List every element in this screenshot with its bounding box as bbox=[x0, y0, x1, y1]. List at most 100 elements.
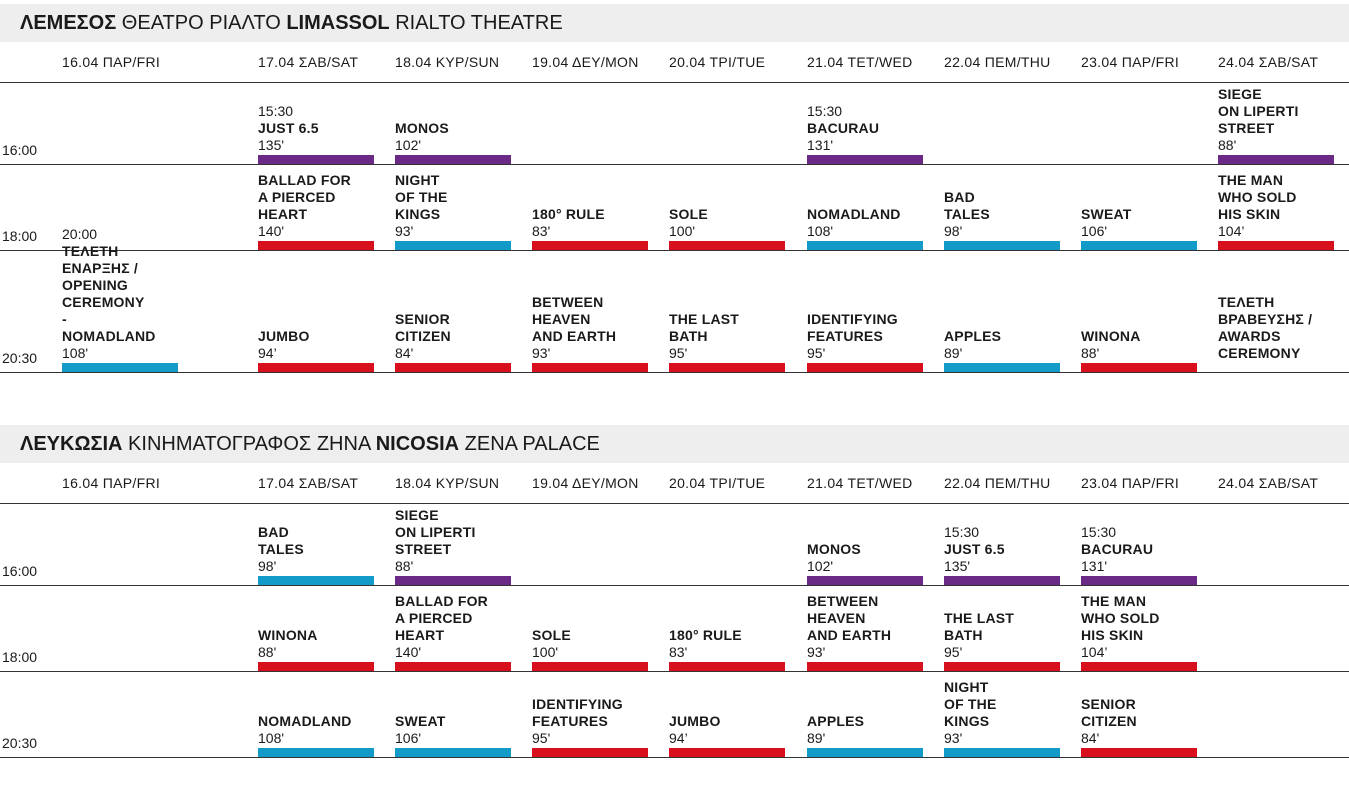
screening-cell: 15:30 BACURAU 131' bbox=[807, 103, 923, 164]
screening-cell: THE LAST BATH 95' bbox=[669, 311, 785, 372]
category-color-bar bbox=[258, 576, 374, 585]
film-title: APPLES bbox=[944, 328, 1002, 344]
category-color-bar bbox=[395, 748, 511, 757]
film-duration: 135' bbox=[944, 558, 971, 574]
film-title: SENIOR CITIZEN bbox=[1081, 696, 1137, 729]
category-color-bar bbox=[944, 662, 1060, 671]
screening-cell: BALLAD FOR A PIERCED HEART 140' bbox=[258, 172, 374, 250]
screening-cell: THE MAN WHO SOLD HIS SKIN 104’ bbox=[1218, 172, 1334, 250]
screening-cell: BAD TALES 98' bbox=[258, 524, 374, 585]
film-duration: 93' bbox=[807, 644, 826, 660]
time-slot-row: 18:00 BALLAD FOR A PIERCED HEART 140' NIGHT… bbox=[0, 165, 1349, 251]
category-color-bar bbox=[669, 748, 785, 757]
screening-start-time: 15:30 bbox=[807, 103, 843, 119]
time-slot-label: 20:30 bbox=[2, 735, 38, 751]
date-header-row: 16.04 ΠΑΡ/FRI 17.04 ΣΑΒ/SAT 18.04 ΚΥΡ/SUN 1… bbox=[0, 463, 1349, 504]
date-header: 21.04 ΤΕΤ/WED bbox=[807, 54, 913, 70]
film-title: THE LAST BATH bbox=[944, 610, 1015, 643]
time-slot-row: 16:00 BAD TALES 98' SIEGE ON LIPERTI STREET… bbox=[0, 504, 1349, 586]
film-title: SOLE bbox=[669, 206, 708, 222]
film-title: SWEAT bbox=[395, 713, 446, 729]
film-title: ΤΕΛΕΤΗ ΒΡΑΒΕΥΣΗΣ / AWARDS CEREMONY bbox=[1218, 294, 1313, 361]
film-title: THE LAST BATH bbox=[669, 311, 740, 344]
date-header: 24.04 ΣΑΒ/SAT bbox=[1218, 475, 1319, 491]
film-title: THE MAN WHO SOLD HIS SKIN bbox=[1081, 593, 1160, 643]
screening-cell: NOMADLAND 108' bbox=[258, 713, 374, 757]
schedule-section-limassol: ΛΕΜΕΣΟΣ ΘΕΑΤΡΟ ΡΙΑΛΤΟ LIMASSOL RIALTO TH… bbox=[0, 4, 1349, 384]
city-name-english: NICOSIA bbox=[375, 433, 460, 455]
film-duration: 84' bbox=[1081, 730, 1100, 746]
screening-cell: SOLE 100' bbox=[669, 206, 785, 250]
category-color-bar bbox=[532, 662, 648, 671]
film-duration: 140' bbox=[258, 223, 285, 239]
screening-cell: SIEGE ON LIPERTI STREET 88' bbox=[1218, 86, 1334, 164]
screening-start-time: 20:00 bbox=[62, 226, 98, 242]
film-duration: 108' bbox=[807, 223, 834, 239]
category-color-bar bbox=[395, 576, 511, 585]
film-duration: 94’ bbox=[258, 345, 277, 361]
category-color-bar bbox=[258, 155, 374, 164]
film-title: BALLAD FOR A PIERCED HEART bbox=[258, 172, 351, 222]
category-color-bar bbox=[395, 662, 511, 671]
screening-cell: WINONA 88' bbox=[258, 627, 374, 671]
screening-cell: JUMBO 94’ bbox=[669, 713, 785, 757]
category-color-bar bbox=[258, 748, 374, 757]
film-title: BAD TALES bbox=[944, 189, 990, 222]
screening-cell: 15:30 BACURAU 131' bbox=[1081, 524, 1197, 585]
film-duration: 95' bbox=[532, 730, 551, 746]
category-color-bar bbox=[532, 241, 648, 250]
film-title: 180° RULE bbox=[669, 627, 742, 643]
film-duration: 131' bbox=[807, 137, 834, 153]
screening-cell: NIGHT OF THE KINGS 93' bbox=[944, 679, 1060, 757]
film-duration: 100' bbox=[532, 644, 559, 660]
film-duration: 104’ bbox=[1218, 223, 1245, 239]
film-duration: 93' bbox=[532, 345, 551, 361]
category-color-bar bbox=[395, 241, 511, 250]
date-header: 23.04 ΠΑΡ/FRI bbox=[1081, 475, 1180, 491]
category-color-bar bbox=[1081, 241, 1197, 250]
time-slot-row: 20:30 NOMADLAND 108' SWEAT 106' IDENTIFYING F… bbox=[0, 672, 1349, 758]
screening-cell: APPLES 89' bbox=[807, 713, 923, 757]
film-title: IDENTIFYING FEATURES bbox=[807, 311, 898, 344]
screening-cell: WINONA 88' bbox=[1081, 328, 1197, 372]
film-title: APPLES bbox=[807, 713, 865, 729]
date-header: 23.04 ΠΑΡ/FRI bbox=[1081, 54, 1180, 70]
film-duration: 98' bbox=[258, 558, 277, 574]
film-title: NOMADLAND bbox=[807, 206, 901, 222]
screening-cell: THE MAN WHO SOLD HIS SKIN 104’ bbox=[1081, 593, 1197, 671]
film-title: 180° RULE bbox=[532, 206, 605, 222]
date-header: 18.04 ΚΥΡ/SUN bbox=[395, 54, 500, 70]
screening-cell: IDENTIFYING FEATURES 95' bbox=[532, 696, 648, 757]
category-color-bar bbox=[944, 241, 1060, 250]
date-header-row: 16.04 ΠΑΡ/FRI 17.04 ΣΑΒ/SAT 18.04 ΚΥΡ/SUN 1… bbox=[0, 42, 1349, 83]
screening-cell: SWEAT 106' bbox=[395, 713, 511, 757]
date-header: 17.04 ΣΑΒ/SAT bbox=[258, 475, 359, 491]
screening-cell: APPLES 89' bbox=[944, 328, 1060, 372]
venue-name-greek: ΘΕΑΤΡΟ ΡΙΑΛΤΟ bbox=[116, 12, 287, 34]
screening-start-time: 15:30 bbox=[258, 103, 294, 119]
date-header: 22.04 ΠΕΜ/THU bbox=[944, 54, 1051, 70]
category-color-bar bbox=[258, 363, 374, 372]
film-title: SENIOR CITIZEN bbox=[395, 311, 451, 344]
screening-cell: 180° RULE 83' bbox=[669, 627, 785, 671]
film-duration: 88' bbox=[1081, 345, 1100, 361]
film-title: JUST 6.5 bbox=[258, 120, 319, 136]
film-duration: 108' bbox=[258, 730, 285, 746]
category-color-bar bbox=[669, 662, 785, 671]
screening-cell: SWEAT 106' bbox=[1081, 206, 1197, 250]
screening-cell: NOMADLAND 108' bbox=[807, 206, 923, 250]
time-slot-row: 20:30 20:00 ΤΕΛΕΤΗ ΕΝΑΡΞΗΣ / OPENING CEREM… bbox=[0, 226, 1349, 373]
category-color-bar bbox=[62, 363, 178, 372]
date-header: 21.04 ΤΕΤ/WED bbox=[807, 475, 913, 491]
venue-name-english: RIALTO THEATRE bbox=[389, 12, 563, 34]
time-slot-label: 16:00 bbox=[2, 142, 38, 158]
category-color-bar bbox=[807, 748, 923, 757]
time-slot-row: 18:00 WINONA 88' BALLAD FOR A PIERCED HEART… bbox=[0, 586, 1349, 672]
schedule-section-nicosia: ΛΕΥΚΩΣΙΑ ΚΙΝΗΜΑΤΟΓΡΑΦΟΣ ΖΗΝΑ NICOSIA ZEN… bbox=[0, 425, 1349, 765]
film-title: BETWEEN HEAVEN AND EARTH bbox=[532, 294, 617, 344]
category-color-bar bbox=[1218, 155, 1334, 164]
category-color-bar bbox=[532, 748, 648, 757]
venue-name-english: ZENA PALACE bbox=[459, 433, 600, 455]
screening-cell: 15:30 JUST 6.5 135' bbox=[944, 524, 1060, 585]
film-title: NOMADLAND bbox=[258, 713, 352, 729]
